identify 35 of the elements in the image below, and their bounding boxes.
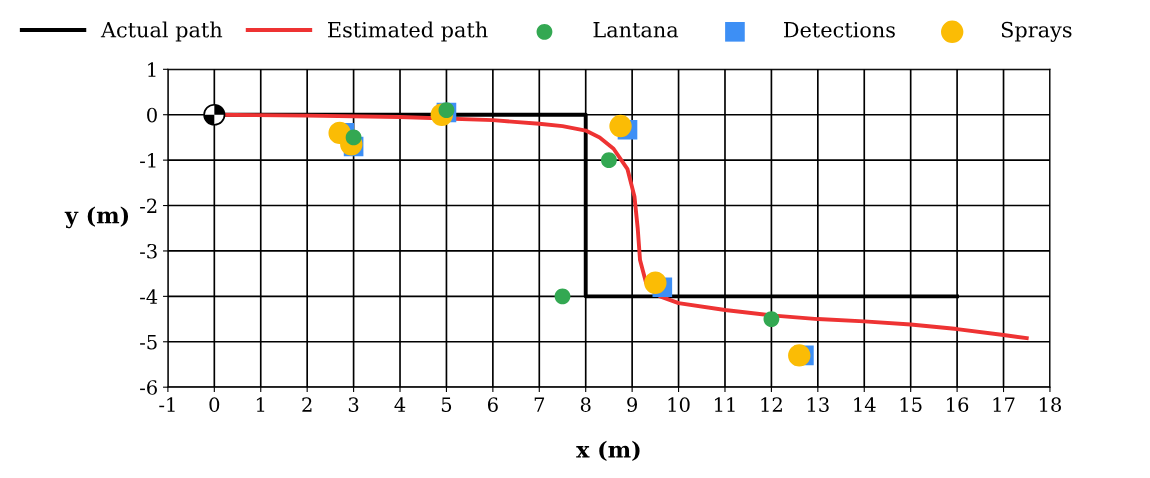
x-tick-label: 3 [348, 397, 359, 412]
x-tick-label: 1 [256, 397, 265, 412]
y-tick-label: -1 [140, 153, 156, 168]
x-tick-label: 4 [394, 397, 406, 412]
x-tick-label: 9 [627, 397, 638, 412]
y-tick-label: -4 [140, 289, 158, 304]
x-tick-label: 13 [807, 397, 829, 412]
x-tick-label: 18 [1039, 397, 1062, 412]
x-tick-label: 12 [761, 397, 782, 412]
legend-label: Detections [784, 21, 895, 38]
x-tick-label: 5 [441, 397, 452, 412]
y-tick-label: 0 [147, 107, 157, 123]
legend-label: Estimated path [328, 21, 488, 42]
y-tick-label: 1 [148, 62, 156, 77]
x-tick-label: 7 [534, 397, 545, 412]
x-tick-label: 6 [487, 397, 498, 412]
legend-label: Lantana [593, 22, 679, 38]
y-tick-label: -5 [140, 334, 157, 350]
x-tick-label: 17 [993, 397, 1015, 412]
x-axis-title: x (m) [576, 440, 640, 462]
legend-label: Sprays [1001, 21, 1072, 42]
x-tick-label: 15 [900, 397, 922, 412]
x-tick-label: 8 [580, 397, 591, 412]
x-tick-label: 2 [302, 397, 312, 412]
x-tick-label: 10 [668, 397, 690, 412]
y-tick-label: -6 [140, 380, 157, 395]
x-tick-label: -1 [159, 397, 175, 412]
x-tick-label: 0 [209, 397, 220, 412]
y-tick-label: -3 [140, 243, 157, 259]
y-axis-title: y (m) [64, 206, 129, 229]
legend-label: Actual path [100, 21, 223, 42]
x-tick-label: 14 [854, 397, 876, 412]
y-tick-label: -2 [140, 198, 157, 213]
x-tick-label: 16 [947, 397, 969, 412]
x-tick-label: 11 [714, 397, 735, 412]
